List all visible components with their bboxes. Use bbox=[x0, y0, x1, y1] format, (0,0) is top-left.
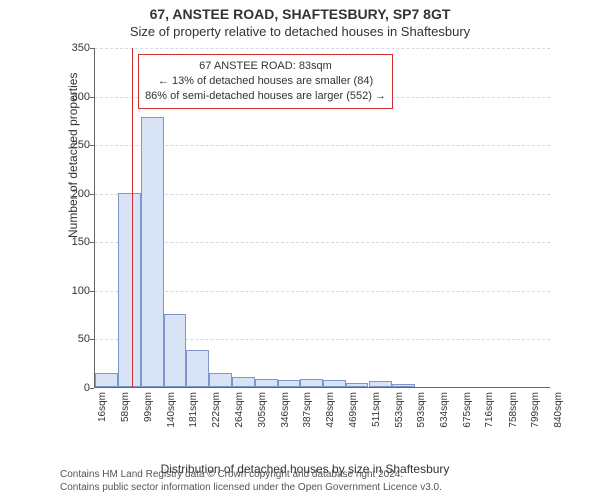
callout-line: 67 ANSTEE ROAD: 83sqm bbox=[145, 59, 386, 74]
x-tick-label: 840sqm bbox=[553, 392, 564, 428]
x-tick-label: 140sqm bbox=[166, 392, 177, 428]
histogram-bar bbox=[323, 380, 346, 387]
attribution-line: Contains HM Land Registry data © Crown c… bbox=[60, 468, 442, 481]
y-tick-label: 350 bbox=[60, 42, 90, 54]
x-tick-label: 264sqm bbox=[234, 392, 245, 428]
histogram-bar bbox=[164, 314, 187, 387]
page-title: 67, ANSTEE ROAD, SHAFTESBURY, SP7 8GT bbox=[0, 0, 600, 22]
histogram-bar bbox=[300, 379, 323, 387]
chart: Number of detached properties 0501001502… bbox=[60, 48, 550, 426]
x-tick-label: 511sqm bbox=[371, 392, 382, 427]
y-tick-label: 100 bbox=[60, 285, 90, 297]
x-tick-label: 346sqm bbox=[280, 392, 291, 428]
x-tick-label: 799sqm bbox=[530, 392, 541, 428]
y-tick-label: 250 bbox=[60, 139, 90, 151]
marker-line bbox=[132, 48, 133, 387]
y-tick-label: 200 bbox=[60, 188, 90, 200]
y-tick-label: 150 bbox=[60, 236, 90, 248]
x-tick-label: 58sqm bbox=[120, 392, 131, 422]
x-tick-label: 305sqm bbox=[257, 392, 268, 428]
histogram-bar bbox=[141, 117, 164, 387]
x-tick-label: 593sqm bbox=[416, 392, 427, 428]
histogram-bar bbox=[118, 193, 141, 387]
callout-line: ← 13% of detached houses are smaller (84… bbox=[145, 74, 386, 89]
histogram-bar bbox=[255, 379, 278, 387]
x-tick-label: 716sqm bbox=[484, 392, 495, 428]
x-tick-label: 16sqm bbox=[97, 392, 108, 422]
histogram-bar bbox=[278, 380, 301, 387]
attribution: Contains HM Land Registry data © Crown c… bbox=[60, 468, 442, 494]
x-tick-label: 634sqm bbox=[439, 392, 450, 428]
histogram-bar bbox=[346, 383, 369, 387]
histogram-bar bbox=[369, 381, 392, 387]
x-tick-label: 428sqm bbox=[325, 392, 336, 428]
x-tick-label: 387sqm bbox=[302, 392, 313, 428]
y-tick-label: 50 bbox=[60, 333, 90, 345]
x-tick-label: 675sqm bbox=[462, 392, 473, 428]
page-subtitle: Size of property relative to detached ho… bbox=[0, 22, 600, 43]
x-tick-label: 99sqm bbox=[143, 392, 154, 422]
histogram-bar bbox=[186, 350, 209, 387]
attribution-line: Contains public sector information licen… bbox=[60, 481, 442, 494]
x-tick-label: 222sqm bbox=[211, 392, 222, 428]
gridline bbox=[95, 48, 550, 49]
callout-line: 86% of semi-detached houses are larger (… bbox=[145, 89, 386, 104]
y-tick-label: 0 bbox=[60, 382, 90, 394]
x-tick-label: 553sqm bbox=[394, 392, 405, 428]
histogram-bar bbox=[392, 384, 415, 387]
x-tick-label: 181sqm bbox=[188, 392, 199, 428]
callout-box: 67 ANSTEE ROAD: 83sqm ← 13% of detached … bbox=[138, 54, 393, 109]
histogram-bar bbox=[232, 377, 255, 387]
y-tick-label: 300 bbox=[60, 91, 90, 103]
x-tick-label: 469sqm bbox=[348, 392, 359, 428]
histogram-bar bbox=[209, 373, 232, 387]
histogram-bar bbox=[95, 373, 118, 387]
x-tick-label: 758sqm bbox=[508, 392, 519, 428]
plot-area: 67 ANSTEE ROAD: 83sqm ← 13% of detached … bbox=[94, 48, 550, 388]
